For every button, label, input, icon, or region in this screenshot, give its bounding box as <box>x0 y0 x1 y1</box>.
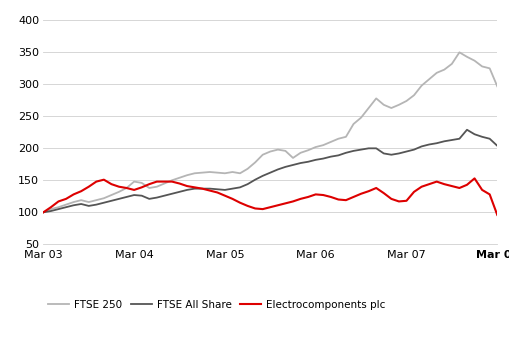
Legend: FTSE 250, FTSE All Share, Electrocomponents plc: FTSE 250, FTSE All Share, Electrocompone… <box>44 296 389 314</box>
